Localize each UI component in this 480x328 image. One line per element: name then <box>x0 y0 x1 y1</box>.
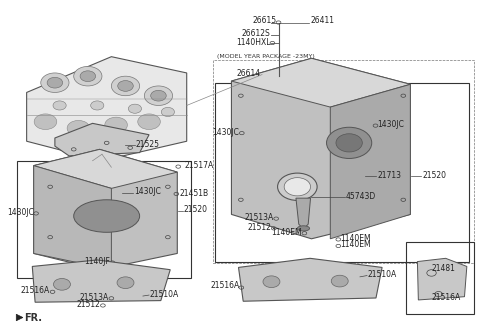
Circle shape <box>128 104 142 113</box>
Text: 1140EM: 1140EM <box>340 240 371 249</box>
Text: 21520: 21520 <box>422 171 446 180</box>
Text: 1140JF: 1140JF <box>84 257 110 266</box>
Text: 21451B: 21451B <box>179 189 208 198</box>
Polygon shape <box>296 198 311 229</box>
Circle shape <box>91 101 104 110</box>
Circle shape <box>144 86 173 106</box>
Circle shape <box>118 81 133 91</box>
Text: (MODEL YEAR PACKAGE -23MY): (MODEL YEAR PACKAGE -23MY) <box>217 54 315 59</box>
Polygon shape <box>16 314 23 321</box>
Polygon shape <box>32 260 170 302</box>
Circle shape <box>284 178 311 196</box>
Circle shape <box>111 76 140 96</box>
Text: 21512: 21512 <box>77 300 100 309</box>
Circle shape <box>331 275 348 287</box>
Text: 26615: 26615 <box>253 16 277 25</box>
Text: 21525: 21525 <box>136 140 160 149</box>
Text: 45743D: 45743D <box>346 192 376 201</box>
Ellipse shape <box>74 200 140 232</box>
Text: 21516A: 21516A <box>21 286 50 295</box>
Polygon shape <box>34 149 177 270</box>
Text: 21516A: 21516A <box>432 293 461 302</box>
Polygon shape <box>34 149 177 188</box>
Circle shape <box>151 90 166 101</box>
Text: 1430JC: 1430JC <box>213 128 240 137</box>
Text: 21516A: 21516A <box>210 281 240 291</box>
Bar <box>17 161 192 278</box>
Polygon shape <box>34 166 111 270</box>
Text: 21520: 21520 <box>184 205 208 214</box>
Circle shape <box>117 277 134 289</box>
Bar <box>406 242 474 314</box>
Circle shape <box>263 276 280 288</box>
Text: 1430JC: 1430JC <box>377 120 404 129</box>
Polygon shape <box>26 57 187 161</box>
Circle shape <box>53 278 71 290</box>
Circle shape <box>336 134 362 152</box>
Text: 26411: 26411 <box>311 16 335 25</box>
Text: 1140EM: 1140EM <box>271 228 302 237</box>
Text: 21510A: 21510A <box>368 270 397 279</box>
Circle shape <box>277 173 317 200</box>
Text: 21512: 21512 <box>248 223 272 232</box>
Text: 1430JC: 1430JC <box>7 208 34 217</box>
Circle shape <box>47 77 63 88</box>
Circle shape <box>74 67 102 86</box>
Text: 21517A: 21517A <box>184 161 214 171</box>
Circle shape <box>105 117 127 133</box>
Text: 26614: 26614 <box>237 69 261 78</box>
Bar <box>213 60 474 263</box>
Text: 1140EM: 1140EM <box>340 234 371 243</box>
Polygon shape <box>330 84 410 239</box>
Circle shape <box>41 73 69 92</box>
Text: 21510A: 21510A <box>150 290 179 298</box>
Circle shape <box>161 107 174 116</box>
Circle shape <box>34 114 57 130</box>
Text: 1140HXL: 1140HXL <box>236 37 271 47</box>
Ellipse shape <box>297 226 310 231</box>
Text: 21713: 21713 <box>377 171 401 180</box>
Circle shape <box>326 127 372 158</box>
Text: 1430JC: 1430JC <box>134 187 161 196</box>
Bar <box>215 83 469 261</box>
Circle shape <box>80 71 96 82</box>
Text: 26612S: 26612S <box>242 30 271 38</box>
Polygon shape <box>239 258 382 301</box>
Text: 21513A: 21513A <box>244 213 274 222</box>
Polygon shape <box>231 58 410 107</box>
Polygon shape <box>418 258 467 300</box>
Circle shape <box>67 120 90 136</box>
Polygon shape <box>231 58 410 239</box>
Circle shape <box>138 114 160 130</box>
Text: 21481: 21481 <box>432 264 456 273</box>
Polygon shape <box>55 123 149 156</box>
Text: 21513A: 21513A <box>80 293 109 302</box>
Text: FR.: FR. <box>24 314 42 323</box>
Circle shape <box>53 101 66 110</box>
